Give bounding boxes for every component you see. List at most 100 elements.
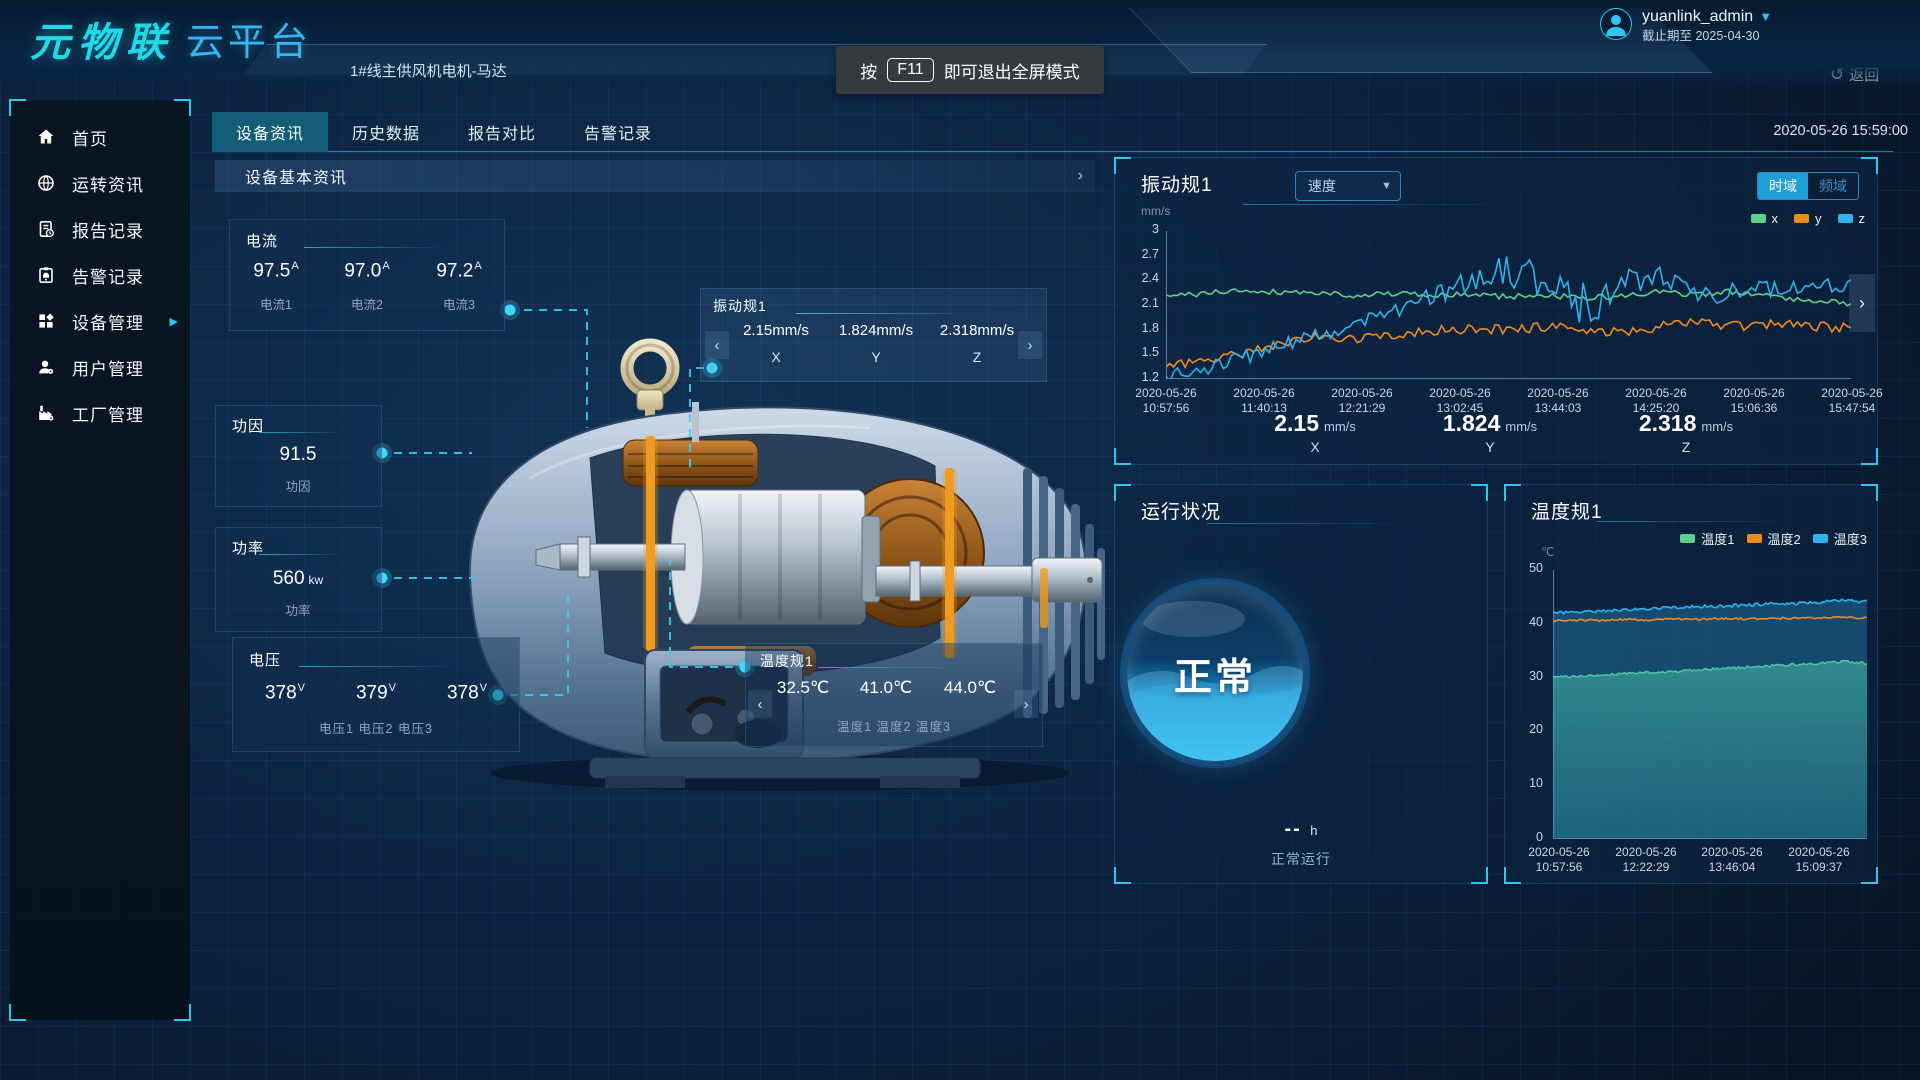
platform-title: 云平台 [186,22,313,64]
y-tick: 40 [1529,615,1543,629]
prev-arrow-button[interactable]: ‹ [705,331,729,359]
vibration-panel: 振动规1 速度 ▼ 时域 频域 x y z mm/s 3 2.7 2.4 2.1… [1114,157,1883,465]
panel-title: 振动规1 [1141,175,1213,196]
prev-arrow-button[interactable]: ‹ [748,690,772,718]
legend-item-temp3: 温度3 [1812,529,1867,548]
sidebar-item-home[interactable]: 首页 [10,114,190,160]
user-menu[interactable]: yuanlink_admin ▼ 截止期至 2025-04-30 [1600,8,1772,43]
sidebar-item-label: 报告记录 [72,221,144,241]
legend-swatch [1750,214,1766,223]
y-tick: 2.4 [1141,271,1159,285]
toggle-time-domain[interactable]: 时域 [1758,173,1808,199]
globe-icon [36,173,56,193]
toggle-frequency-domain[interactable]: 频域 [1819,178,1847,194]
home-icon [36,127,56,147]
summary-axis-x: X [1310,439,1320,455]
legend-swatch [1794,214,1809,223]
running-hours: -- h [1115,818,1487,841]
next-arrow-button[interactable]: › [1014,690,1038,718]
next-arrow-button[interactable]: › [1018,331,1042,359]
corner-bracket [1471,484,1488,501]
sidebar-item-label: 运转资讯 [72,175,144,195]
device-grid-icon [36,311,56,331]
y-tick: 1.5 [1141,345,1159,359]
fullscreen-toast-prefix: 按 [860,62,878,82]
legend-item-temp2: 温度2 [1746,529,1801,548]
corner-bracket [1114,484,1131,501]
chart-legend: x y z [1750,211,1865,226]
hours-value: -- [1284,818,1302,840]
corner-bracket [1861,448,1878,465]
x-tick: 2020-05-26 12:21:29 [1331,386,1393,415]
callout-voltage: 电压 378V 379V 378V 电压1 电压2 电压3 [232,637,520,752]
voltage-2-value: 379 [355,682,388,704]
y-tick: 2.1 [1141,296,1159,310]
tab-history-data[interactable]: 历史数据 [352,126,421,143]
voltage-3-value: 378 [446,682,479,704]
tabbar: 设备资讯 历史数据 报告对比 告警记录 [212,112,676,152]
y-axis-unit-label: mm/s [1141,204,1171,218]
vibration-z-label: Z [972,349,982,365]
current-unit: A [382,260,390,272]
callout-power: 功率 560 kw 功率 [215,527,382,632]
power-factor-label: 功因 [285,480,311,494]
vibration-line-chart [1166,231,1851,379]
hours-unit: h [1310,823,1318,838]
license-expiry: 截止期至 2025-04-30 [1642,28,1760,43]
title-underline [1243,204,1495,205]
legend-item-temp1: 温度1 [1680,529,1735,548]
callout-title: 温度规1 [760,653,814,669]
sidebar-item-label: 用户管理 [72,359,144,379]
tab-alarm-records[interactable]: 告警记录 [584,126,653,143]
x-tick: 2020-05-26 15:09:37 [1788,845,1850,874]
corner-bracket [1114,867,1131,884]
chevron-down-icon: ▼ [1381,180,1392,192]
sidebar-item-report-records[interactable]: 报告记录 [10,206,190,252]
temp-1-value: 32.5℃ [776,678,830,697]
tab-report-compare[interactable]: 报告对比 [468,126,537,143]
x-tick: 2020-05-26 14:25:20 [1625,386,1687,415]
callout-title: 电流 [246,233,279,250]
power-label: 功率 [285,604,311,618]
y-tick: 1.8 [1141,321,1159,335]
legend-item-z: z [1837,211,1865,226]
breadcrumb-device-name: 1#线主供风机电机-马达 [350,63,507,80]
sidebar-item-device-management[interactable]: 设备管理 ▶ [10,298,190,344]
status-text: 正常 [1173,656,1256,699]
sidebar-item-user-management[interactable]: 用户管理 [10,344,190,390]
measurement-type-dropdown[interactable]: 速度 ▼ [1295,171,1401,201]
legend-label: x [1771,211,1779,226]
vibration-x-value: 2.15mm/s [743,322,809,339]
current-unit: A [291,260,299,272]
avatar [1600,8,1632,40]
sidebar-item-alarm-records[interactable]: 告警记录 [10,252,190,298]
chevron-right-icon[interactable]: › [1077,167,1083,184]
status-panel: 运行状况 正常 -- h 正常运行 [1114,484,1488,884]
sidebar-item-operation-info[interactable]: 运转资讯 [10,160,190,206]
x-tick: 2020-05-26 15:47:54 [1821,386,1883,415]
title-underline [299,666,449,667]
voltage-unit: V [479,682,488,694]
y-tick: 1.2 [1141,370,1159,384]
legend-label: 温度3 [1833,532,1867,547]
sidebar: 首页 运转资讯 报告记录 告警记录 设备管理 ▶ 用户管理 工厂管理 [9,99,191,1021]
legend-swatch [1837,214,1853,223]
voltage-labels: 电压1 电压2 电压3 [319,722,433,736]
sidebar-item-factory-management[interactable]: 工厂管理 [10,390,190,436]
current-timestamp: 2020-05-26 15:59:00 [1773,123,1908,139]
chart-legend: 温度1 温度2 温度3 [1680,529,1867,548]
y-tick: 20 [1529,722,1543,736]
x-tick: 2020-05-26 10:57:56 [1528,845,1590,874]
current-unit: A [474,260,482,272]
panel-next-button[interactable]: › [1849,274,1875,332]
corner-bracket [1861,484,1878,501]
username: yuanlink_admin [1642,8,1754,25]
callout-current: 电流 97.5A 97.0A 97.2A 电流1 电流2 电流3 [229,219,505,331]
y-tick: 3 [1152,222,1159,236]
y-tick: 30 [1529,669,1543,683]
dropdown-selected-value: 速度 [1308,178,1336,194]
title-underline [1207,523,1392,524]
sidebar-item-label: 告警记录 [72,267,144,287]
tab-device-info[interactable]: 设备资讯 [212,112,329,152]
